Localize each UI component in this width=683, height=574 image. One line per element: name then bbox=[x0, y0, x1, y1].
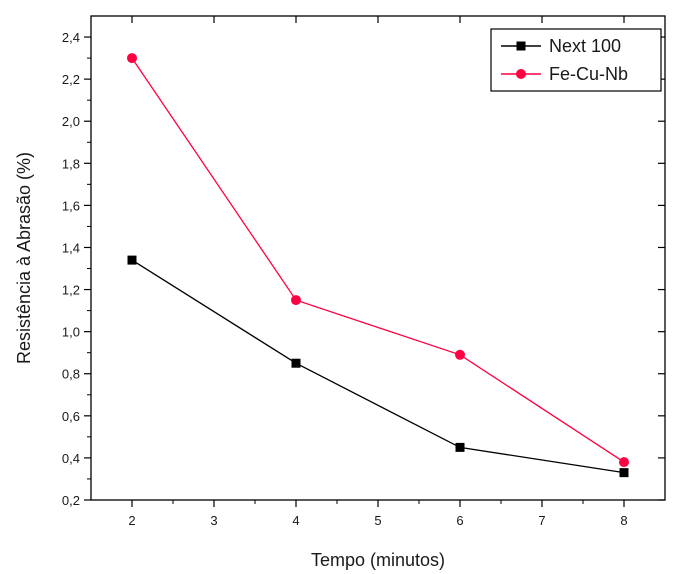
x-axis-label: Tempo (minutos) bbox=[311, 550, 445, 570]
y-tick-label: 1,4 bbox=[62, 240, 80, 255]
x-tick-label: 8 bbox=[620, 513, 627, 528]
series-1 bbox=[127, 255, 629, 478]
x-tick-label: 6 bbox=[456, 513, 463, 528]
legend-label: Fe-Cu-Nb bbox=[549, 64, 628, 84]
y-tick-label: 1,0 bbox=[62, 325, 80, 340]
legend-label: Next 100 bbox=[549, 36, 621, 56]
series-layer bbox=[127, 53, 629, 478]
y-tick-label: 2,2 bbox=[62, 72, 80, 87]
y-tick-label: 0,8 bbox=[62, 367, 80, 382]
y-tick-label: 0,4 bbox=[62, 451, 80, 466]
x-tick-label: 3 bbox=[210, 513, 217, 528]
data-point bbox=[619, 457, 629, 468]
data-point bbox=[455, 349, 465, 360]
series-line bbox=[131, 259, 625, 474]
legend-swatch-marker bbox=[516, 69, 526, 79]
y-tick-label: 0,6 bbox=[62, 409, 80, 424]
x-tick-label: 5 bbox=[374, 513, 381, 528]
data-point bbox=[619, 468, 629, 478]
y-axis-ticks: 0,2 0,4 0,6 0,8 1,0 1,2 1,4 1,6 1,8 2,0 2,2 2,4 bbox=[62, 30, 665, 508]
y-tick-label: 0,2 bbox=[62, 493, 80, 508]
data-point bbox=[291, 358, 301, 368]
y-tick-label: 1,6 bbox=[62, 198, 80, 213]
y-tick-label: 1,2 bbox=[62, 283, 80, 298]
x-tick-label: 7 bbox=[538, 513, 545, 528]
data-point bbox=[455, 442, 465, 452]
series-2 bbox=[127, 53, 629, 468]
legend-box bbox=[490, 28, 662, 92]
legend-swatch-marker bbox=[516, 41, 526, 51]
data-point bbox=[291, 295, 301, 306]
x-tick-label: 2 bbox=[128, 513, 135, 528]
legend: Next 100 Fe-Cu-Nb bbox=[490, 28, 662, 92]
y-tick-label: 2,0 bbox=[62, 114, 80, 129]
y-tick-label: 2,4 bbox=[62, 30, 80, 45]
x-axis-ticks: 2 3 4 5 6 7 8 bbox=[128, 16, 628, 528]
y-tick-label: 1,8 bbox=[62, 156, 80, 171]
x-tick-label: 4 bbox=[292, 513, 299, 528]
data-point bbox=[127, 53, 137, 64]
y-axis-label: Resistência à Abrasão (%) bbox=[14, 152, 34, 364]
series-line bbox=[131, 57, 625, 463]
data-point bbox=[127, 255, 137, 265]
